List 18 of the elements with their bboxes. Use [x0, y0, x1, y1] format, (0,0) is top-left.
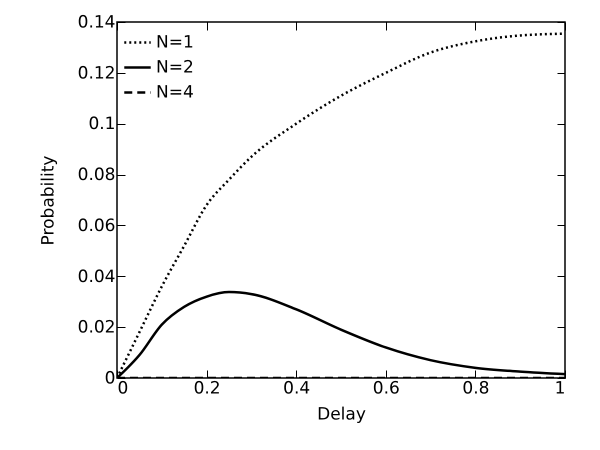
y-axis-title: Probability — [38, 156, 59, 246]
x-tick-label: 1 — [554, 378, 566, 398]
legend-label: N=4 — [156, 82, 194, 102]
legend-label: N=1 — [156, 32, 194, 52]
x-tick-label: 0.8 — [462, 378, 490, 398]
y-tick-label: 0.02 — [78, 318, 116, 338]
y-tick-label: 0.08 — [78, 165, 116, 186]
y-tick-label: 0.12 — [78, 63, 116, 84]
legend-label: N=2 — [156, 58, 194, 78]
y-tick-label: 0.06 — [78, 216, 116, 236]
y-tick-label: 0.1 — [88, 114, 116, 134]
y-tick-label: 0.14 — [78, 12, 116, 32]
y-tick-label: 0.04 — [78, 266, 116, 287]
x-tick-label: 0.2 — [194, 378, 221, 398]
x-tick-label: 0.6 — [372, 378, 400, 398]
x-axis-title: Delay — [317, 404, 366, 424]
x-tick-label: 0.4 — [283, 378, 310, 398]
x-tick-label: 0 — [118, 378, 128, 398]
